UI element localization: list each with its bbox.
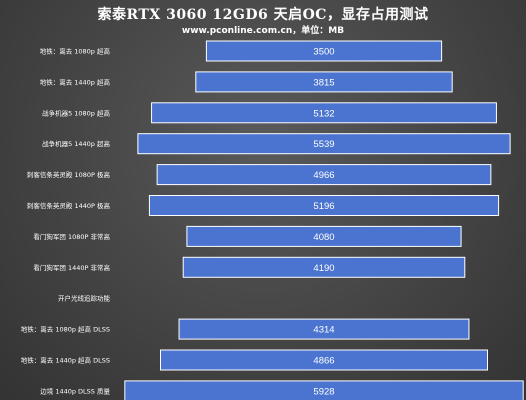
bar <box>182 256 466 278</box>
data-label: 4080 <box>313 232 334 243</box>
category-label: 开户光线追踪功能 <box>58 294 111 303</box>
data-label: 4866 <box>313 356 334 367</box>
bar <box>178 318 470 340</box>
data-label: 5132 <box>313 108 334 119</box>
category-label: 边境 1440p DLSS 质量 <box>40 386 110 395</box>
category-label: 地铁：离去 1080p 超高 <box>40 47 111 56</box>
bar <box>124 380 524 400</box>
category-label: 看门狗军团 1080P 非常高 <box>33 232 110 241</box>
bar <box>137 133 511 155</box>
category-label: 战争机器5 1440p 超高 <box>42 139 110 148</box>
data-label: 3500 <box>313 47 334 58</box>
data-label: 3815 <box>313 77 334 88</box>
chart-subtitle: www.pconline.com.cn，单位：MB <box>181 26 345 36</box>
category-label: 刺客信条英灵殿 1080P 极高 <box>27 170 111 179</box>
data-label: 4966 <box>313 170 334 181</box>
category-label: 地铁：离去 1440p 超高 DLSS <box>21 356 110 365</box>
bar <box>205 40 443 62</box>
data-label: 5196 <box>313 201 334 212</box>
bar <box>186 225 462 247</box>
category-label: 战争机器5 1080p 超高 <box>42 108 110 117</box>
bar <box>160 349 488 371</box>
category-label: 看门狗军团 1440P 非常高 <box>33 263 110 272</box>
bar <box>156 164 492 186</box>
category-label: 地铁：离去 1440p 超高 <box>40 77 111 86</box>
data-label: 4314 <box>313 325 334 336</box>
bar <box>148 195 500 216</box>
data-label: 5928 <box>313 386 334 397</box>
chart-title: 索泰RTX 3060 12GD6 天启OC，显存占用测试 <box>97 7 429 23</box>
bar <box>195 71 453 93</box>
category-label: 地铁：离去 1080p 超高 DLSS <box>21 325 110 334</box>
data-label: 4190 <box>313 263 334 274</box>
bar <box>151 102 497 124</box>
data-label: 5539 <box>313 139 334 150</box>
category-label: 刺客信条英灵殿 1440P 极高 <box>27 201 111 210</box>
